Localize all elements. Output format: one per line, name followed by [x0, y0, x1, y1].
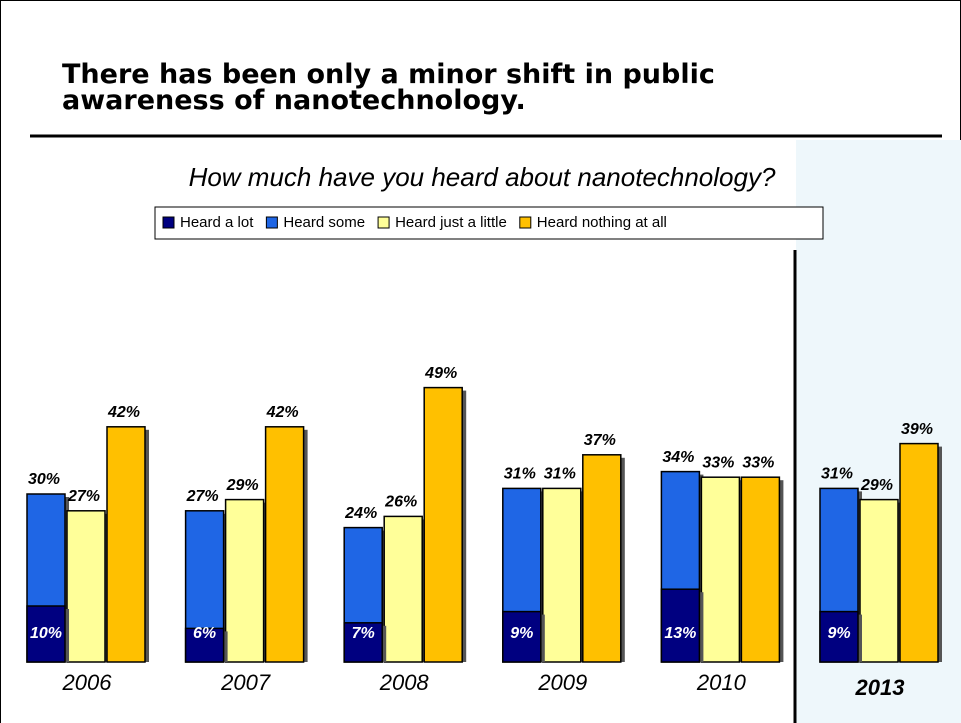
bar: [740, 476, 781, 663]
value-label: 37%: [584, 432, 616, 449]
value-label: 39%: [901, 421, 933, 438]
value-label: 6%: [193, 625, 216, 642]
x-tick-label: 2007: [220, 670, 271, 695]
value-label: 31%: [821, 466, 853, 483]
value-label: 34%: [662, 449, 694, 466]
bar: [66, 510, 106, 663]
subtitle: How much have you heard about nanotechno…: [189, 162, 776, 192]
legend-label: Heard just a little: [395, 214, 507, 231]
title-line: awareness of nanotechnology.: [62, 85, 526, 116]
legend-label: Heard nothing at all: [537, 214, 667, 231]
x-tick-label: 2013: [855, 675, 905, 700]
value-label: 26%: [384, 494, 417, 511]
x-tick-label: 2006: [62, 670, 113, 695]
title-line: There has been only a minor shift in pub…: [62, 59, 715, 90]
value-label: 24%: [344, 505, 377, 522]
bar-side: [858, 614, 862, 662]
legend-swatch: [377, 216, 390, 229]
x-tick-label: 2010: [696, 670, 747, 695]
value-label: 30%: [28, 471, 60, 488]
bar: [660, 588, 701, 663]
value-label: 31%: [544, 466, 576, 483]
value-label: 42%: [107, 404, 140, 421]
bar: [700, 476, 741, 663]
legend-swatch: [265, 216, 278, 229]
value-label: 7%: [352, 625, 375, 642]
value-label: 33%: [742, 454, 774, 471]
value-label: 10%: [30, 625, 62, 642]
bar: [106, 426, 146, 663]
bar-side: [145, 429, 149, 662]
bar: [343, 622, 383, 663]
value-label: 29%: [860, 477, 893, 494]
legend-swatch: [519, 216, 532, 229]
bar: [423, 386, 463, 663]
bar: [899, 442, 939, 663]
bar-side: [540, 614, 545, 662]
bar: [582, 454, 622, 663]
value-label: 13%: [664, 625, 696, 642]
x-tick-label: 2009: [537, 670, 587, 695]
bar-side: [303, 429, 308, 662]
legend-label: Heard some: [283, 214, 365, 231]
bar: [224, 498, 265, 663]
bar-side: [699, 592, 704, 662]
bar: [184, 627, 225, 663]
legend-swatch: [162, 216, 175, 229]
x-tick-label: 2008: [379, 670, 430, 695]
value-label: 27%: [67, 488, 100, 505]
bar-side: [223, 631, 228, 662]
bar: [542, 487, 582, 663]
bar-side: [938, 446, 942, 662]
bar-side: [65, 609, 69, 662]
value-label: 33%: [702, 454, 734, 471]
value-label: 29%: [226, 477, 259, 494]
value-label: 42%: [266, 404, 299, 421]
bar: [859, 498, 899, 663]
bar: [819, 610, 859, 663]
bar-side: [462, 390, 467, 662]
value-label: 49%: [424, 365, 457, 382]
value-label: 27%: [186, 488, 219, 505]
bar-side: [620, 457, 625, 662]
value-label: 9%: [510, 625, 533, 642]
bar-side: [779, 480, 784, 662]
bar-side: [382, 625, 387, 662]
legend-label: Heard a lot: [180, 214, 254, 231]
bar: [26, 605, 66, 663]
bar: [383, 515, 423, 663]
bar: [264, 426, 305, 663]
value-label: 9%: [827, 625, 850, 642]
bar: [502, 610, 542, 663]
value-label: 31%: [504, 466, 536, 483]
